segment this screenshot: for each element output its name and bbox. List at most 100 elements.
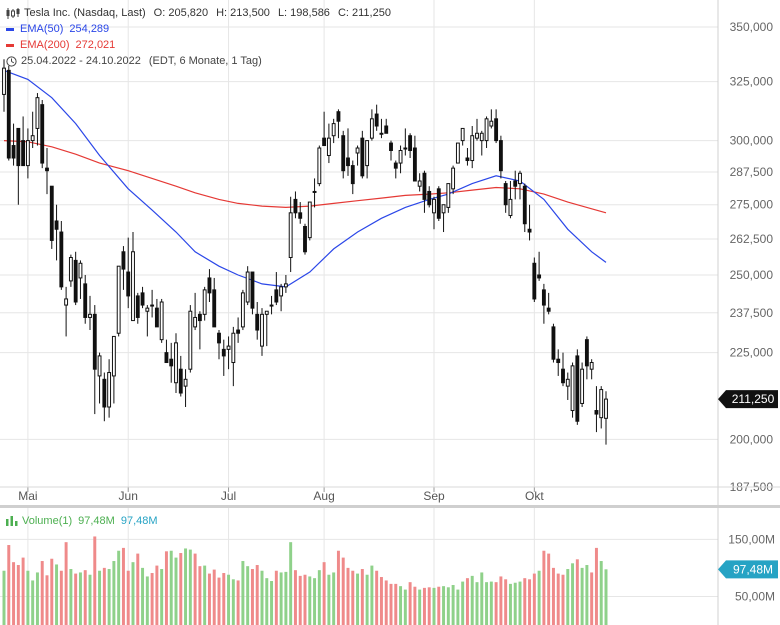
candle-body — [188, 310, 193, 370]
y-tick-label: 237,500 — [730, 306, 774, 320]
x-tick-label: Sep — [423, 489, 445, 503]
volume-bar — [227, 574, 231, 625]
y-tick-label: 250,000 — [730, 268, 774, 282]
volume-bar — [35, 572, 39, 625]
volume-bar — [499, 576, 503, 625]
candle-body — [518, 172, 522, 185]
volume-bar — [303, 574, 307, 625]
candle-body — [226, 345, 231, 350]
candle-body — [126, 271, 131, 297]
volume-bar — [298, 575, 302, 625]
volume-bar — [494, 582, 498, 625]
volume-bar — [547, 553, 551, 625]
volume-bar — [231, 579, 235, 625]
x-tick-label: Okt — [525, 489, 544, 503]
candle-body — [403, 147, 408, 150]
pane-separator — [0, 505, 780, 508]
candle-body — [212, 289, 217, 328]
y-tick-label: 287,500 — [730, 165, 774, 179]
ema200-value: 272,021 — [75, 39, 116, 51]
volume-bar — [556, 573, 560, 625]
volume-bar — [461, 581, 465, 625]
volume-bar — [45, 575, 49, 625]
candle-body — [174, 342, 178, 384]
candle-body — [78, 262, 83, 279]
legend-ema50[interactable]: EMA(50) 254,289 — [6, 21, 109, 37]
candle-body — [107, 372, 112, 408]
candle-body — [432, 198, 436, 214]
volume-bar — [212, 569, 216, 625]
volume-bar — [241, 561, 245, 625]
y-tick-label: 300,000 — [730, 134, 774, 148]
volume-bar — [389, 583, 393, 625]
candle-body — [298, 212, 303, 219]
candle-body — [346, 157, 350, 167]
y-tick-label: 325,000 — [730, 75, 774, 89]
candle-body — [369, 118, 374, 139]
candle-body — [570, 365, 575, 412]
ema50-label: EMA(50) — [20, 23, 64, 35]
x-tick-label: Jun — [119, 489, 138, 503]
candle-body — [16, 127, 21, 167]
volume-bar — [518, 581, 522, 625]
volume-bar — [126, 570, 130, 625]
candle-body — [121, 251, 126, 270]
candle-body — [508, 198, 513, 217]
candle-body — [312, 190, 317, 193]
candle-body — [21, 140, 26, 167]
volume-bar — [270, 581, 274, 625]
legend-volume[interactable]: Volume(1) 97,48M 97,48M — [6, 513, 158, 529]
candle-body — [436, 188, 441, 219]
candle-body — [589, 362, 594, 370]
volume-bar — [394, 583, 398, 625]
y-tick-label: 350,000 — [730, 20, 774, 34]
volume-bar — [16, 565, 20, 625]
price-candles — [2, 59, 608, 445]
candle-body — [384, 125, 389, 134]
volume-bar — [250, 569, 254, 625]
candle-body — [331, 123, 336, 137]
volume-bar — [566, 569, 570, 625]
volume-bar — [145, 576, 149, 625]
candle-body — [231, 332, 236, 364]
candle-body — [541, 289, 546, 306]
candle-body — [245, 271, 250, 303]
candle-body — [197, 313, 202, 322]
candle-body — [236, 329, 241, 334]
volume-bar — [375, 570, 379, 625]
legend-ema200[interactable]: EMA(200) 272,021 — [6, 37, 115, 53]
candle-body — [365, 140, 370, 167]
candlestick-icon[interactable] — [6, 7, 20, 19]
volume-bar — [599, 561, 603, 625]
volume-bar — [198, 566, 202, 625]
candle-body — [460, 127, 465, 142]
price-grid — [0, 0, 718, 488]
volume-bar — [155, 565, 159, 625]
candle-body — [2, 67, 6, 95]
volume-bar — [2, 570, 6, 625]
volume-bar — [31, 580, 35, 625]
candle-body — [532, 262, 537, 300]
candle-body — [580, 368, 585, 404]
candle-body — [374, 113, 379, 127]
volume-bar — [40, 561, 44, 625]
volume-bar — [21, 557, 25, 625]
candle-body — [489, 120, 494, 127]
volume-bar — [446, 587, 450, 625]
volume-bar — [193, 553, 197, 625]
volume-bar — [523, 578, 527, 625]
candle-body — [221, 348, 226, 357]
volume-bar — [485, 582, 489, 625]
volume-tick-label: 50,00M — [735, 589, 775, 603]
ema200-swatch — [6, 43, 14, 47]
volume-bar — [403, 589, 407, 625]
volume-bar — [203, 565, 207, 625]
candle-body — [484, 118, 489, 142]
volume-bar — [437, 586, 441, 625]
open-value: O: 205,820 — [153, 7, 209, 19]
volume-bar — [121, 547, 125, 625]
candle-body — [398, 150, 403, 164]
date-range-row: 25.04.2022 - 24.10.2022 (EDT, 6 Monate, 1… — [6, 53, 262, 69]
volume-bar — [537, 570, 541, 625]
